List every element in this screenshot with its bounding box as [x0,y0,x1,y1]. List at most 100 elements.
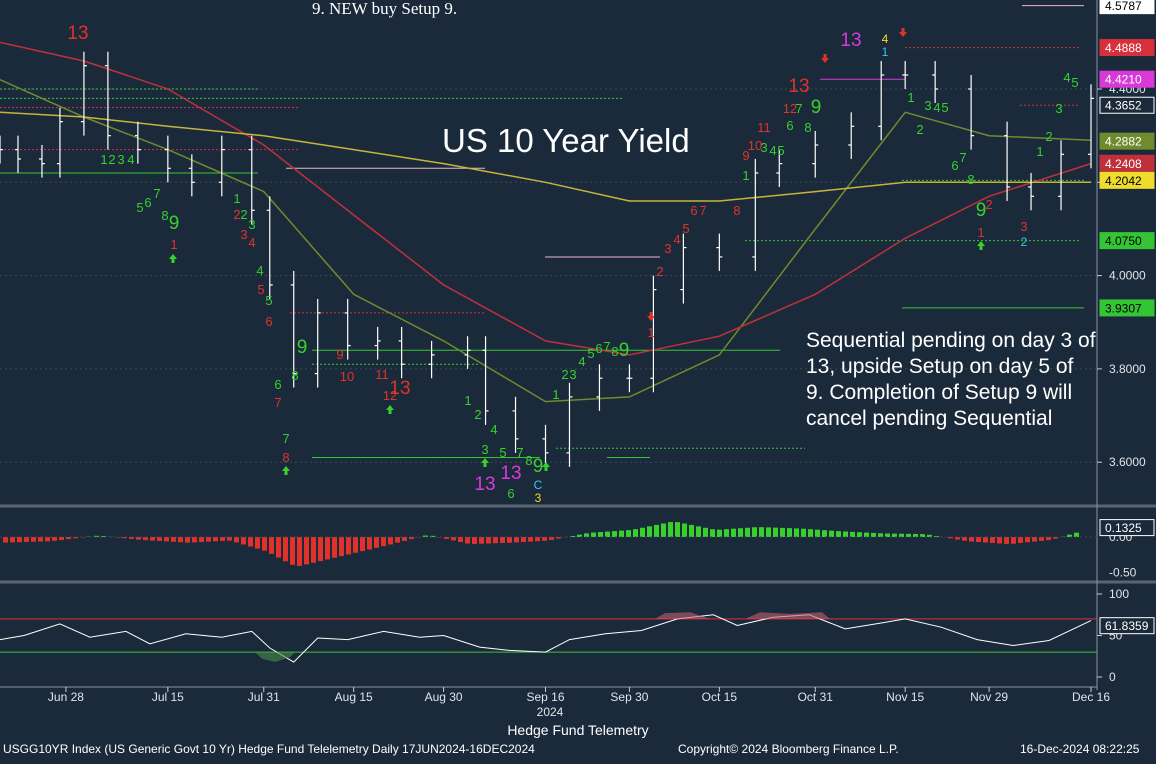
momentum-bar [661,523,666,537]
y-tick-label: 3.8000 [1109,362,1146,376]
momentum-bar [528,537,533,542]
y-tick-label: 4.0000 [1109,269,1146,283]
momentum-bar [836,531,841,537]
momentum-bar [703,528,708,537]
price-label: 4.3652 [1105,99,1142,113]
momentum-bar [976,537,981,542]
momentum-bar [787,528,792,537]
momentum-bar [486,537,491,543]
setup-count: 1 [907,90,914,105]
momentum-bar [171,537,176,542]
setup-count: 3 [569,367,576,382]
momentum-bar [493,537,498,543]
chart-title: US 10 Year Yield [442,122,690,160]
setup-count: 10 [340,369,354,384]
setup-count: 2 [240,207,247,222]
momentum-bar [388,537,393,544]
setup-count: 13 [788,76,809,97]
setup-count: 5 [682,221,689,236]
momentum-bar [780,528,785,537]
momentum-bar [262,537,267,551]
setup-count: 6 [595,341,602,356]
momentum-bar [738,528,743,537]
momentum-bar [892,534,897,537]
momentum-value-label: 0.1325 [1105,521,1142,535]
setup-count: 4 [578,354,585,369]
setup-count: 7 [274,395,281,410]
setup-count: 5 [136,200,143,215]
setup-count: 8 [525,453,532,468]
setup-count: 7 [153,186,160,201]
momentum-bar [668,522,673,537]
setup-count: 3 [240,227,247,242]
setup-count: 3 [248,217,255,232]
momentum-bar [675,522,680,537]
momentum-bar [325,537,330,559]
momentum-bar [752,527,757,537]
setup-count: C [534,478,543,492]
footer-title: Hedge Fund Telemetry [0,722,1156,738]
momentum-bar [871,533,876,537]
x-tick-label: Oct 15 [702,690,738,704]
setup-count: 1 [1036,144,1043,159]
momentum-bar [850,532,855,537]
momentum-bar [199,537,204,542]
momentum-bar [619,531,624,537]
setup-count: 6 [951,158,958,173]
momentum-bar [969,537,974,542]
momentum-bar [178,537,183,542]
setup-count: 9 [169,213,180,234]
momentum-bar [997,537,1002,543]
momentum-bar [479,537,484,544]
annotation-note: Sequential pending on day 3 of 13, upsid… [806,328,1096,432]
setup-count: 3 [1055,101,1062,116]
momentum-bar [598,532,603,537]
x-tick-label: Dec 16 [1072,690,1110,704]
momentum-bar [1004,537,1009,544]
setup-count: 3 [664,241,671,256]
setup-count: 4 [673,232,680,247]
momentum-bar [24,537,29,542]
momentum-bar [360,537,365,551]
setup-count: 7 [699,203,706,218]
momentum-bar [857,532,862,537]
setup-count: 6 [786,118,793,133]
setup-count: 4 [933,100,940,115]
momentum-bar [801,529,806,537]
setup-count: 5 [941,100,948,115]
momentum-bar [962,537,967,541]
setup-count: 1 [464,393,471,408]
momentum-bar [311,537,316,563]
momentum-bar [815,530,820,537]
momentum-bar [633,529,638,537]
momentum-bar [885,534,890,537]
momentum-bar [276,537,281,558]
momentum-bar [367,537,372,549]
rsi-tick-label: 100 [1109,587,1129,601]
setup-count: 3 [1020,219,1027,234]
setup-count: 13 [840,30,861,51]
setup-count: 2 [1045,129,1052,144]
footer-copyright: Copyright© 2024 Bloomberg Finance L.P. [678,742,899,756]
momentum-bar [234,537,239,542]
momentum-bar [759,527,764,537]
momentum-bar [1018,537,1023,543]
setup-count: 1 [233,191,240,206]
momentum-tick-label: -0.50 [1109,566,1137,580]
momentum-bar [157,537,162,541]
momentum-bar [689,525,694,537]
setup-count: 4 [882,32,889,46]
setup-count: 4 [127,152,134,167]
momentum-bar [17,537,22,542]
momentum-bar [696,526,701,537]
setup-count: 7 [282,431,289,446]
setup-count: 2 [561,367,568,382]
momentum-bar [402,537,407,541]
setup-count: 5 [1071,75,1078,90]
setup-count: 1 [552,387,559,402]
setup-count: 4 [769,143,776,158]
momentum-bar [353,537,358,553]
y-tick-label: 3.6000 [1109,455,1146,469]
setup-count: 12 [383,388,397,403]
momentum-bar [843,532,848,537]
